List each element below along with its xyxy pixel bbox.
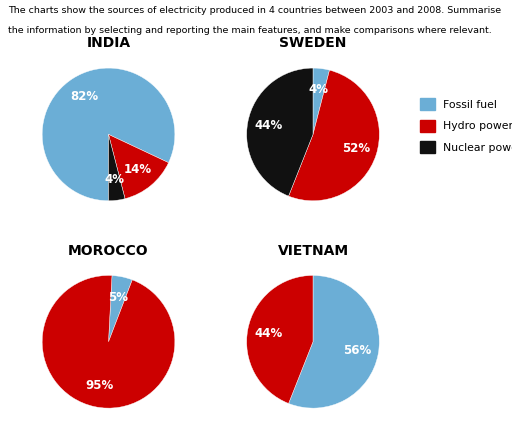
Text: 56%: 56% [343,344,371,357]
Text: The charts show the sources of electricity produced in 4 countries between 2003 : The charts show the sources of electrici… [8,6,501,15]
Text: 14%: 14% [123,163,152,176]
Title: VIETNAM: VIETNAM [278,244,349,258]
Title: SWEDEN: SWEDEN [280,36,347,50]
Wedge shape [247,275,313,403]
Wedge shape [109,134,125,201]
Wedge shape [289,275,379,408]
Text: 95%: 95% [85,379,113,393]
Text: 44%: 44% [254,327,283,340]
Wedge shape [289,70,379,201]
Wedge shape [313,68,330,134]
Title: MOROCCO: MOROCCO [68,244,149,258]
Wedge shape [247,68,313,196]
Wedge shape [42,275,175,408]
Wedge shape [109,134,168,199]
Text: 4%: 4% [309,83,329,96]
Wedge shape [109,275,132,342]
Text: 82%: 82% [70,90,98,103]
Title: INDIA: INDIA [87,36,131,50]
Wedge shape [42,68,175,201]
Text: 44%: 44% [254,119,283,133]
Text: 52%: 52% [342,142,370,155]
Text: 4%: 4% [104,173,124,186]
Text: 5%: 5% [108,291,128,304]
Legend: Fossil fuel, Hydro power, Nuclear power: Fossil fuel, Hydro power, Nuclear power [420,98,512,153]
Text: the information by selecting and reporting the main features, and make compariso: the information by selecting and reporti… [8,26,492,35]
